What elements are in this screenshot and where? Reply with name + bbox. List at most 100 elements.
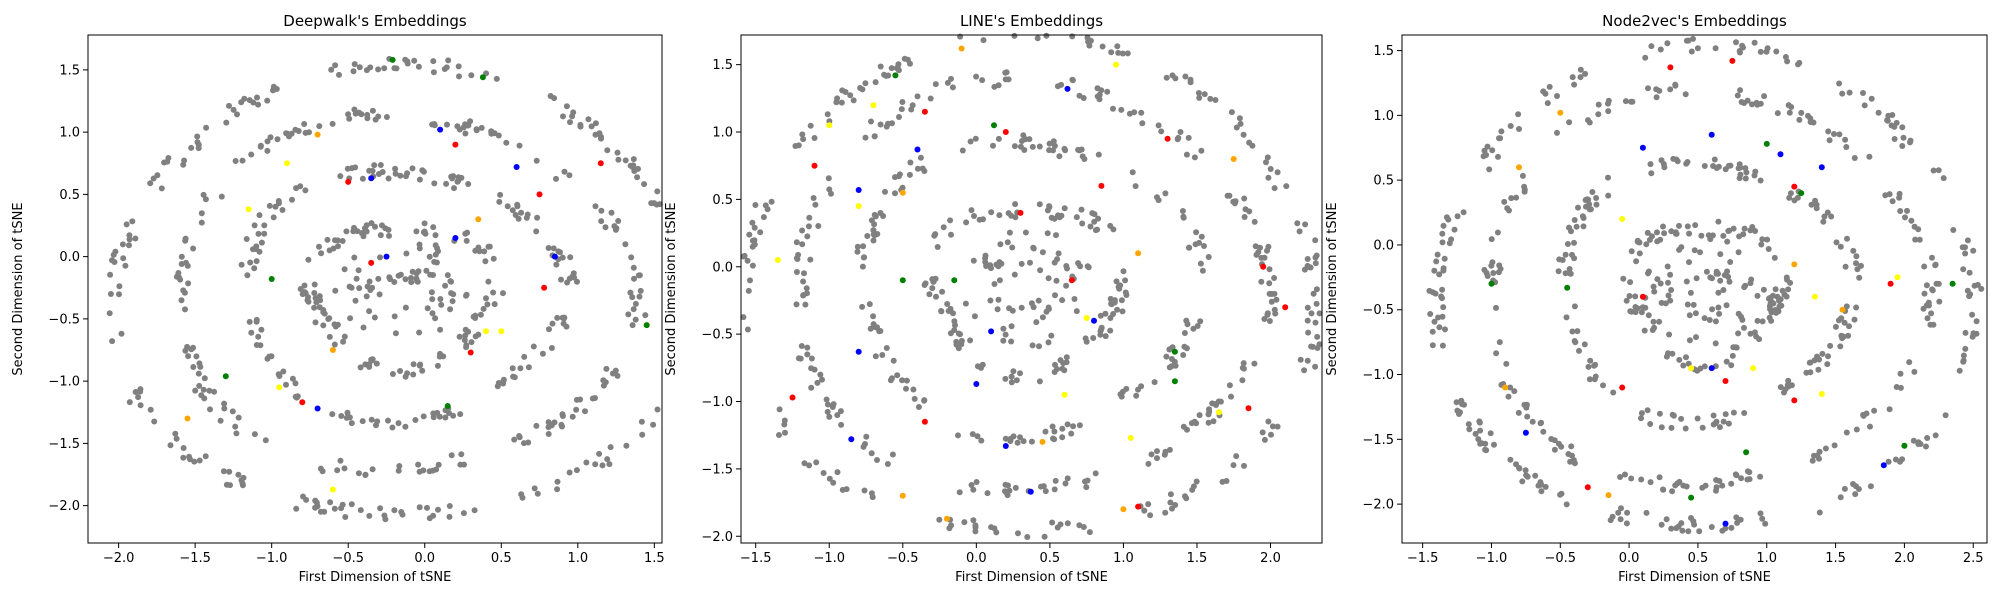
data-point xyxy=(1306,264,1313,271)
data-point xyxy=(178,253,185,260)
data-point xyxy=(437,326,444,333)
data-point-green xyxy=(1488,280,1495,287)
data-point xyxy=(1551,446,1558,453)
data-point-yellow xyxy=(1127,434,1134,441)
data-point xyxy=(1210,418,1217,425)
data-point xyxy=(1076,92,1083,99)
data-point xyxy=(1773,48,1780,55)
data-point xyxy=(1451,226,1458,233)
data-point xyxy=(444,272,451,279)
data-point-red xyxy=(1002,129,1009,135)
data-point xyxy=(874,457,880,463)
data-point xyxy=(1656,474,1663,481)
data-point xyxy=(803,285,810,292)
data-point xyxy=(458,174,465,181)
data-point xyxy=(1923,282,1930,289)
data-point xyxy=(402,56,409,63)
data-point xyxy=(1191,418,1198,425)
data-point xyxy=(872,79,879,86)
data-point xyxy=(248,329,255,336)
data-point xyxy=(1051,142,1058,149)
data-point-green xyxy=(1171,378,1178,385)
data-point xyxy=(1172,75,1179,82)
data-point xyxy=(118,330,125,337)
data-point xyxy=(458,451,465,458)
data-point xyxy=(847,92,854,99)
data-point xyxy=(1711,156,1718,163)
data-point xyxy=(862,441,868,447)
data-point xyxy=(1853,304,1860,311)
data-point xyxy=(1166,446,1173,453)
data-point xyxy=(608,209,615,216)
data-point xyxy=(1113,278,1120,285)
data-point xyxy=(983,263,990,269)
data-point xyxy=(1688,48,1695,55)
data-point xyxy=(1002,375,1009,382)
data-point xyxy=(1249,142,1256,149)
data-point xyxy=(1676,356,1683,363)
data-point-red xyxy=(811,162,818,169)
data-point xyxy=(1036,201,1043,208)
data-point xyxy=(1759,236,1766,243)
chart-title: LINE's Embeddings xyxy=(960,12,1103,30)
data-point xyxy=(808,365,815,372)
data-point xyxy=(636,293,643,300)
data-point xyxy=(1567,458,1574,465)
data-point xyxy=(456,333,463,340)
data-point xyxy=(1728,480,1735,487)
data-point xyxy=(800,136,807,143)
data-point xyxy=(971,213,977,219)
data-point xyxy=(628,254,635,261)
data-point xyxy=(1618,505,1624,512)
data-point xyxy=(450,412,457,419)
data-point-orange xyxy=(329,347,336,353)
data-point xyxy=(1692,310,1699,317)
data-point xyxy=(1073,308,1080,315)
data-point xyxy=(1271,185,1278,192)
data-point xyxy=(1960,357,1967,364)
data-point xyxy=(348,420,355,427)
data-point xyxy=(456,73,462,80)
data-point xyxy=(1885,458,1892,465)
data-point xyxy=(337,457,344,464)
data-point xyxy=(1523,401,1530,408)
data-point xyxy=(1132,183,1139,190)
data-point xyxy=(1046,203,1053,210)
data-point xyxy=(1163,353,1170,360)
data-point xyxy=(889,120,895,127)
data-point xyxy=(379,222,385,229)
data-point xyxy=(1048,332,1055,339)
data-point xyxy=(1532,472,1539,479)
x-tick-label: 1.0 xyxy=(1113,551,1134,566)
data-point xyxy=(412,417,419,423)
data-point xyxy=(1097,312,1104,319)
data-point xyxy=(632,300,639,307)
data-point xyxy=(795,251,802,258)
data-point xyxy=(744,326,751,333)
data-point xyxy=(1076,422,1083,429)
data-point xyxy=(1035,297,1042,304)
data-point xyxy=(1669,350,1676,357)
data-point xyxy=(1107,327,1114,334)
data-point xyxy=(1304,304,1311,311)
data-point xyxy=(889,375,895,382)
data-point xyxy=(807,122,814,129)
data-point-blue xyxy=(988,328,995,335)
data-point xyxy=(1482,440,1489,447)
data-point xyxy=(1018,260,1025,267)
data-point xyxy=(850,97,857,104)
data-point xyxy=(254,94,260,101)
data-point xyxy=(1516,126,1522,132)
data-point xyxy=(1304,317,1311,324)
data-point xyxy=(341,333,348,340)
data-point xyxy=(109,257,115,264)
data-point xyxy=(1209,400,1216,407)
data-point xyxy=(599,462,606,469)
data-point xyxy=(1192,241,1199,248)
data-point xyxy=(1577,74,1584,81)
data-point xyxy=(1690,35,1696,42)
data-point-yellow xyxy=(483,328,489,335)
data-point xyxy=(1497,135,1504,142)
data-point xyxy=(1240,131,1247,138)
data-point xyxy=(947,217,954,224)
